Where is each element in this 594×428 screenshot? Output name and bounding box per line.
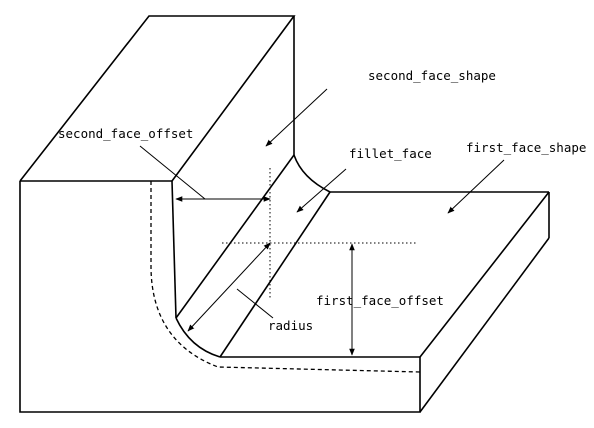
- second-face-shape-leader: [265, 88, 328, 147]
- label-first-face-offset: first_face_offset: [316, 293, 444, 308]
- hidden-fillet-profile: [150, 181, 421, 373]
- first-face-shape-leader: [447, 159, 505, 214]
- fillet-left-boundary: [175, 154, 295, 319]
- label-second-face-shape: second_face_shape: [368, 68, 496, 83]
- second-face-offset-leader: [139, 145, 206, 200]
- radius-leader: [236, 288, 274, 319]
- label-second-face-offset: second_face_offset: [58, 126, 193, 141]
- fillet-face-leader: [296, 168, 347, 213]
- radius-arrow: [187, 242, 271, 332]
- floor-right-diagonal-bottom: [419, 237, 550, 413]
- label-radius: radius: [268, 318, 313, 333]
- label-first-face-shape: first_face_shape: [466, 140, 586, 155]
- wall-top-face: [19, 15, 296, 182]
- fillet-top-curve: [293, 154, 331, 193]
- fillet-bottom-curve: [175, 317, 221, 358]
- label-fillet-face: fillet_face: [349, 146, 432, 161]
- wall-face-vertical-edge: [171, 180, 177, 319]
- wall-front-face: [19, 181, 421, 413]
- floor-right-diagonal-top: [419, 191, 550, 358]
